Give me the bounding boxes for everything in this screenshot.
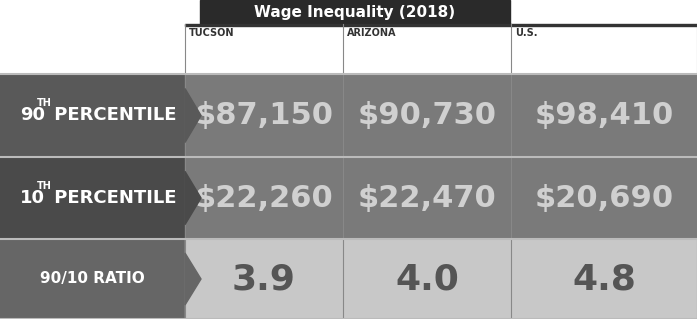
Bar	[0, 74, 185, 157]
Text: U.S.: U.S.	[515, 28, 537, 38]
Bar	[343, 239, 511, 319]
Text: TUCSON: TUCSON	[189, 28, 234, 38]
Text: $90,730: $90,730	[358, 101, 496, 130]
Bar	[200, 0, 510, 24]
Text: 90/10 RATIO: 90/10 RATIO	[40, 271, 145, 286]
Text: TH: TH	[37, 181, 52, 191]
Bar	[343, 24, 511, 26]
Bar	[185, 157, 343, 239]
Bar	[343, 74, 511, 157]
Bar	[343, 157, 511, 239]
Text: $98,410: $98,410	[535, 101, 673, 130]
Polygon shape	[185, 253, 201, 305]
Bar	[0, 239, 185, 319]
Bar	[185, 24, 343, 26]
Text: 3.9: 3.9	[232, 262, 296, 296]
Polygon shape	[185, 89, 201, 143]
Text: $87,150: $87,150	[194, 101, 333, 130]
Bar	[185, 239, 343, 319]
Polygon shape	[185, 171, 201, 225]
Bar	[185, 74, 343, 157]
Text: $20,690: $20,690	[535, 183, 673, 212]
Text: Wage Inequality (2018): Wage Inequality (2018)	[254, 4, 456, 19]
Text: TH: TH	[37, 98, 52, 108]
Bar	[511, 24, 697, 26]
Bar	[0, 157, 185, 239]
Text: 4.0: 4.0	[395, 262, 459, 296]
Text: 4.8: 4.8	[572, 262, 636, 296]
Text: PERCENTILE: PERCENTILE	[48, 189, 176, 207]
Text: 10: 10	[20, 189, 45, 207]
Text: PERCENTILE: PERCENTILE	[48, 107, 176, 124]
Bar	[511, 239, 697, 319]
Bar	[511, 74, 697, 157]
Text: $22,470: $22,470	[358, 183, 496, 212]
Text: 90: 90	[20, 107, 45, 124]
Text: ARIZONA: ARIZONA	[347, 28, 397, 38]
Bar	[511, 157, 697, 239]
Text: $22,260: $22,260	[194, 183, 333, 212]
